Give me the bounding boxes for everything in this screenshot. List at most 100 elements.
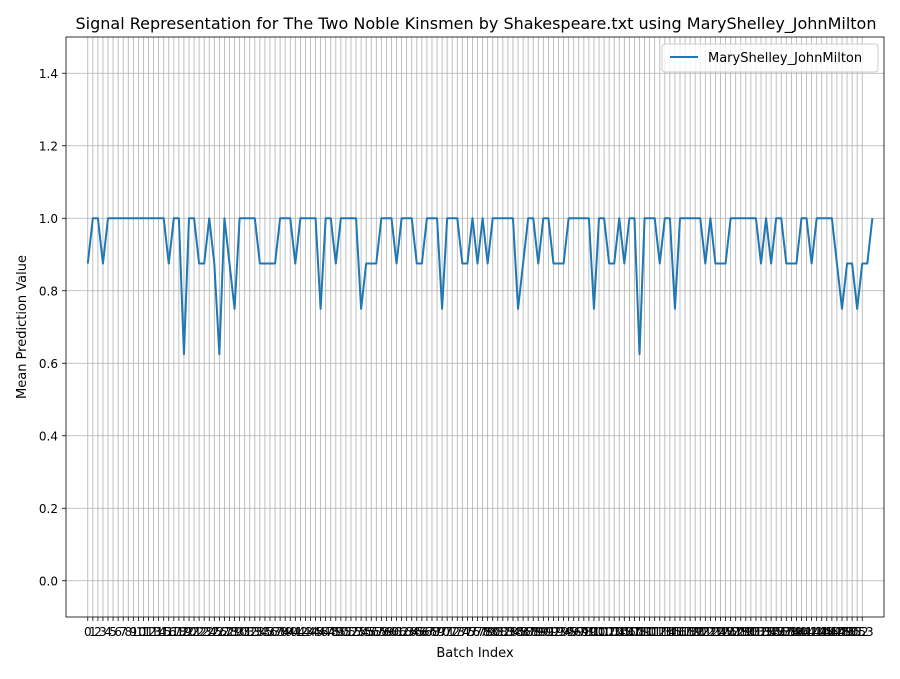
x-tick-label: 23: [197, 625, 212, 639]
x-tick-label: 13: [146, 625, 161, 639]
x-tick-label: 116: [663, 625, 686, 639]
legend: MaryShelley_JohnMilton: [661, 43, 879, 73]
x-tick-label: 130: [734, 625, 757, 639]
x-tick-label: 25: [207, 625, 222, 639]
x-tick-label: 45: [308, 625, 323, 639]
x-tick-label: 146: [815, 625, 838, 639]
x-tick-label: 49: [328, 625, 343, 639]
x-tick-label: 72: [445, 625, 460, 639]
x-tick-label: 117: [669, 625, 692, 639]
x-tick-label: 136: [765, 625, 788, 639]
x-tick-label: 73: [450, 625, 465, 639]
x-tick-label: 104: [603, 625, 626, 639]
x-tick-label: 152: [846, 625, 869, 639]
x-tick-label: 6: [114, 625, 122, 639]
x-tick-label: 27: [217, 625, 232, 639]
x-tick-label: 141: [790, 625, 813, 639]
x-axis-label: Batch Index: [436, 646, 514, 661]
x-tick-label: 75: [460, 625, 475, 639]
x-tick-label: 89: [531, 625, 546, 639]
x-tick-label: 69: [429, 625, 444, 639]
x-tick-label: 67: [419, 625, 434, 639]
x-tick-label: 34: [252, 625, 267, 639]
x-tick-label: 105: [608, 625, 631, 639]
x-tick-label: 57: [369, 625, 384, 639]
x-tick-label: 142: [795, 625, 818, 639]
x-tick-label: 148: [825, 625, 848, 639]
x-tick-label: 36: [262, 625, 277, 639]
x-tick-label: 122: [694, 625, 717, 639]
x-tick-label: 110: [633, 625, 656, 639]
x-tick-label: 114: [653, 625, 676, 639]
y-tick-label: 1.0: [39, 212, 58, 226]
x-tick-label: 127: [719, 625, 742, 639]
x-tick-label: 145: [810, 625, 833, 639]
x-tick-label: 50: [333, 625, 348, 639]
x-tick-label: 4: [104, 625, 112, 639]
x-tick-label: 54: [353, 625, 368, 639]
y-axis-ticks: 0.0 0.2 0.4 0.6 0.8 1.0 1.2 1.4: [39, 67, 66, 588]
x-tick-label: 81: [490, 625, 505, 639]
x-tick-label: 28: [222, 625, 237, 639]
x-tick-label: 103: [598, 625, 621, 639]
x-gridlines: [87, 37, 863, 617]
x-tick-label: 149: [831, 625, 854, 639]
x-tick-label: 147: [820, 625, 843, 639]
x-tick-label: 31: [237, 625, 252, 639]
x-tick-label: 60: [384, 625, 399, 639]
y-tick-label: 0.8: [39, 284, 58, 298]
x-tick-label: 8: [124, 625, 132, 639]
y-tick-label: 1.4: [39, 67, 58, 81]
x-tick-label: 24: [202, 625, 217, 639]
x-tick-label: 41: [288, 625, 303, 639]
y-tick-label: 0.6: [39, 357, 58, 371]
x-tick-label: 128: [724, 625, 747, 639]
x-tick-label: 37: [267, 625, 282, 639]
x-tick-label: 5: [109, 625, 117, 639]
x-tick-label: 153: [851, 625, 874, 639]
x-tick-label: 51: [338, 625, 353, 639]
x-tick-label: 120: [684, 625, 707, 639]
x-tick-label: 98: [576, 625, 591, 639]
x-tick-label: 135: [760, 625, 783, 639]
x-tick-label: 0: [84, 625, 92, 639]
x-tick-label: 66: [414, 625, 429, 639]
x-tick-label: 108: [623, 625, 646, 639]
x-tick-label: 86: [515, 625, 530, 639]
x-tick-label: 44: [303, 625, 318, 639]
x-tick-label: 131: [739, 625, 762, 639]
x-tick-label: 52: [343, 625, 358, 639]
x-tick-label: 22: [191, 625, 206, 639]
x-tick-label: 95: [561, 625, 576, 639]
x-tick-label: 94: [556, 625, 571, 639]
x-tick-label: 12: [141, 625, 156, 639]
x-tick-label: 26: [212, 625, 227, 639]
x-tick-label: 48: [323, 625, 338, 639]
x-tick-label: 61: [389, 625, 404, 639]
x-tick-label: 102: [593, 625, 616, 639]
x-tick-label: 109: [628, 625, 651, 639]
x-tick-label: 138: [775, 625, 798, 639]
x-tick-label: 15: [156, 625, 171, 639]
x-tick-label: 150: [836, 625, 859, 639]
x-tick-label: 42: [293, 625, 308, 639]
x-tick-label: 74: [455, 625, 470, 639]
x-tick-label: 126: [714, 625, 737, 639]
x-tick-label: 32: [242, 625, 257, 639]
x-tick-label: 58: [374, 625, 389, 639]
x-tick-label: 76: [465, 625, 480, 639]
x-tick-label: 137: [770, 625, 793, 639]
x-tick-label: 113: [648, 625, 671, 639]
x-tick-label: 90: [536, 625, 551, 639]
x-tick-label: 1: [89, 625, 97, 639]
x-tick-label: 83: [500, 625, 515, 639]
x-tick-label: 47: [318, 625, 333, 639]
x-tick-label: 16: [161, 625, 176, 639]
x-tick-label: 38: [272, 625, 287, 639]
x-tick-label: 46: [313, 625, 328, 639]
x-tick-label: 3: [99, 625, 107, 639]
series-lines: [86, 217, 874, 356]
x-tick-label: 17: [166, 625, 181, 639]
